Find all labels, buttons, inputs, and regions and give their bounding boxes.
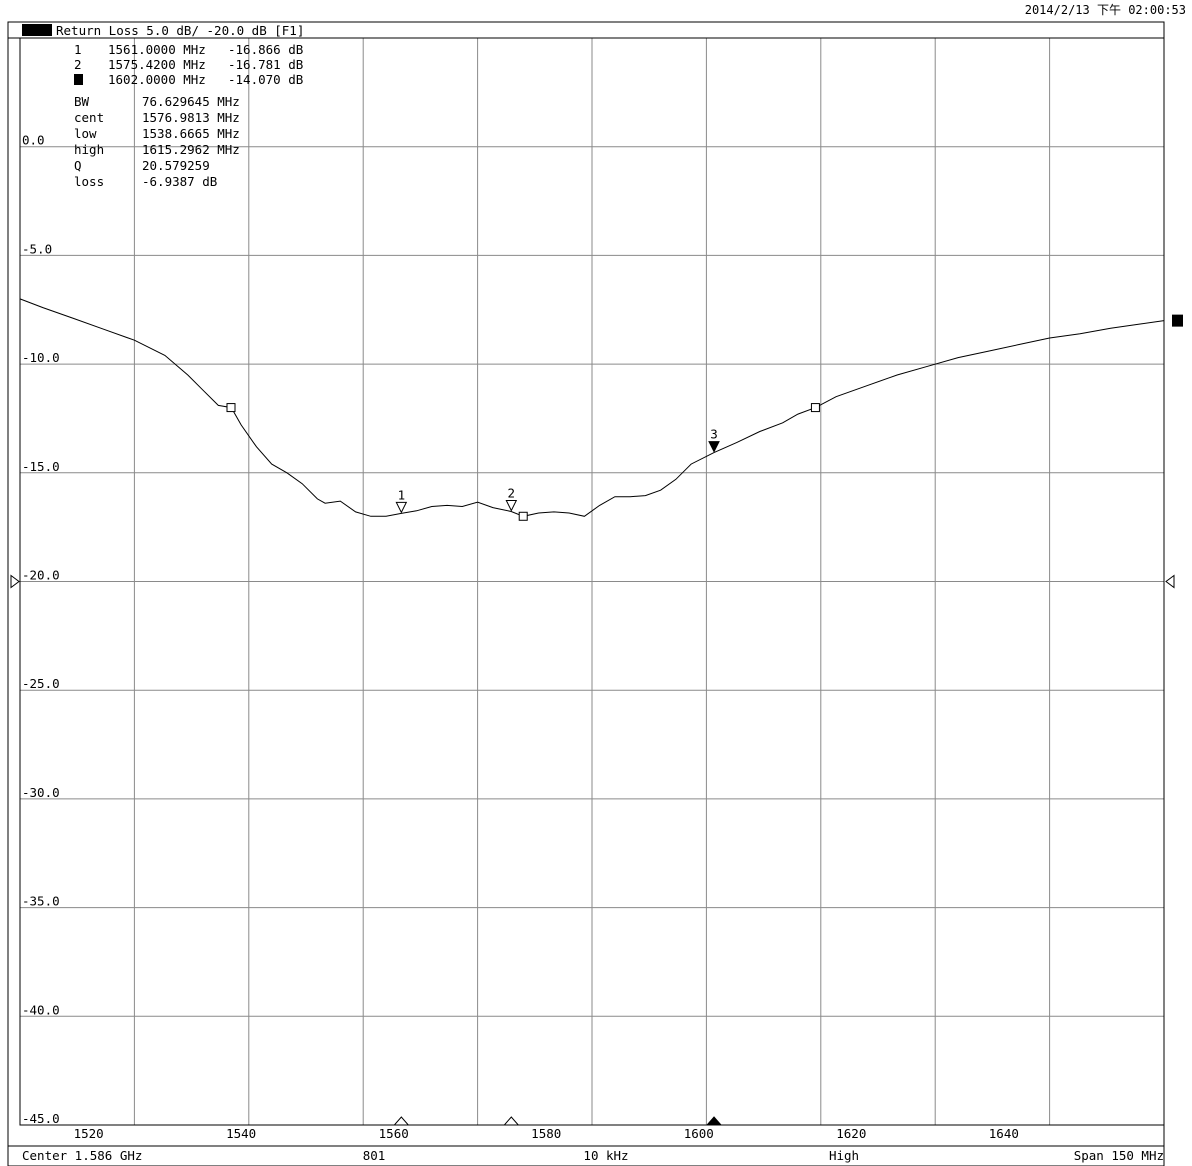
trace-title: Return Loss 5.0 dB/ -20.0 dB [F1]: [56, 23, 304, 38]
y-tick-label: -30.0: [22, 785, 60, 800]
marker-readout-id: 1: [74, 42, 82, 57]
status-center-frequency: Center 1.586 GHz: [22, 1148, 142, 1163]
y-tick-label: -25.0: [22, 676, 60, 691]
marker-3-icon[interactable]: [708, 441, 720, 453]
x-tick-label: 1560: [379, 1126, 409, 1141]
bandwidth-point-marker: [226, 403, 236, 413]
bandwidth-stat-value: 20.579259: [142, 158, 210, 173]
marker-1-axis-icon[interactable]: [393, 1116, 410, 1126]
y-tick-label: -45.0: [22, 1111, 60, 1126]
outer-frame: [7, 21, 1165, 1166]
bandwidth-stat-label: cent: [74, 110, 104, 125]
marker-readout-value: -14.070 dB: [228, 72, 303, 87]
y-tick-label: -20.0: [22, 568, 60, 583]
marker-readout-frequency: 1575.4200 MHz: [108, 57, 206, 72]
y-tick-label: 5.0: [22, 24, 45, 39]
marker-2-axis-icon[interactable]: [503, 1116, 520, 1126]
trace-badge-label: Tr1: [26, 23, 48, 37]
y-tick-label: -5.0: [22, 241, 52, 256]
timestamp: 2014/2/13 下午 02:00:53: [1025, 3, 1186, 17]
y-tick-label: 0.0: [22, 133, 45, 148]
x-tick-label: 1600: [684, 1126, 714, 1141]
bandwidth-stat-label: high: [74, 142, 104, 157]
bandwidth-stat-label: loss: [74, 174, 104, 189]
bandwidth-point-marker: [518, 511, 528, 521]
y-tick-label: -35.0: [22, 894, 60, 909]
y-tick-label: -10.0: [22, 350, 60, 365]
marker-readout-frequency: 1561.0000 MHz: [108, 42, 206, 57]
x-tick-label: 1640: [989, 1126, 1019, 1141]
trace-end-badge: [1172, 314, 1183, 327]
marker-readout-frequency: 1602.0000 MHz: [108, 72, 206, 87]
x-tick-label: 1540: [226, 1126, 256, 1141]
active-marker-badge: [74, 74, 83, 85]
status-points: 801: [363, 1148, 386, 1163]
status-span: Span 150 MHz: [1074, 1148, 1164, 1163]
trace-end-badge-label: 1: [1174, 314, 1181, 328]
marker-2-icon[interactable]: [505, 500, 518, 512]
x-tick-label: 1620: [836, 1126, 866, 1141]
marker-readout-value: -16.781 dB: [228, 57, 303, 72]
bandwidth-stat-value: -6.9387 dB: [142, 174, 217, 189]
bandwidth-stat-value: 76.629645 MHz: [142, 94, 240, 109]
status-if-bandwidth: 10 kHz: [583, 1148, 628, 1163]
reference-level-left-icon[interactable]: [10, 574, 20, 589]
marker-1-label: 1: [398, 487, 406, 502]
y-tick-label: -15.0: [22, 459, 60, 474]
marker-readout-id: 3: [75, 72, 82, 86]
x-tick-label: 1580: [531, 1126, 561, 1141]
marker-3-axis-icon[interactable]: [705, 1116, 723, 1126]
bandwidth-stat-label: low: [74, 126, 97, 141]
marker-1-icon[interactable]: [395, 501, 408, 514]
reference-level-right-icon[interactable]: [1165, 574, 1175, 589]
bandwidth-stat-value: 1576.9813 MHz: [142, 110, 240, 125]
marker-3-label: 3: [710, 427, 718, 442]
bandwidth-stat-label: BW: [74, 94, 90, 109]
bandwidth-stat-value: 1615.2962 MHz: [142, 142, 240, 157]
trace-badge[interactable]: [22, 24, 52, 36]
grid: [19, 37, 1165, 1126]
plot-area: [19, 37, 1165, 1126]
bandwidth-stat-label: Q: [74, 158, 82, 173]
bandwidth-point-marker: [810, 403, 820, 413]
marker-2-label: 2: [508, 486, 516, 501]
marker-readout-id: 2: [74, 57, 82, 72]
marker-readout-value: -16.866 dB: [228, 42, 303, 57]
status-power: High: [829, 1148, 859, 1163]
bandwidth-stat-value: 1538.6665 MHz: [142, 126, 240, 141]
x-tick-label: 1520: [74, 1126, 104, 1141]
y-tick-label: -40.0: [22, 1002, 60, 1017]
